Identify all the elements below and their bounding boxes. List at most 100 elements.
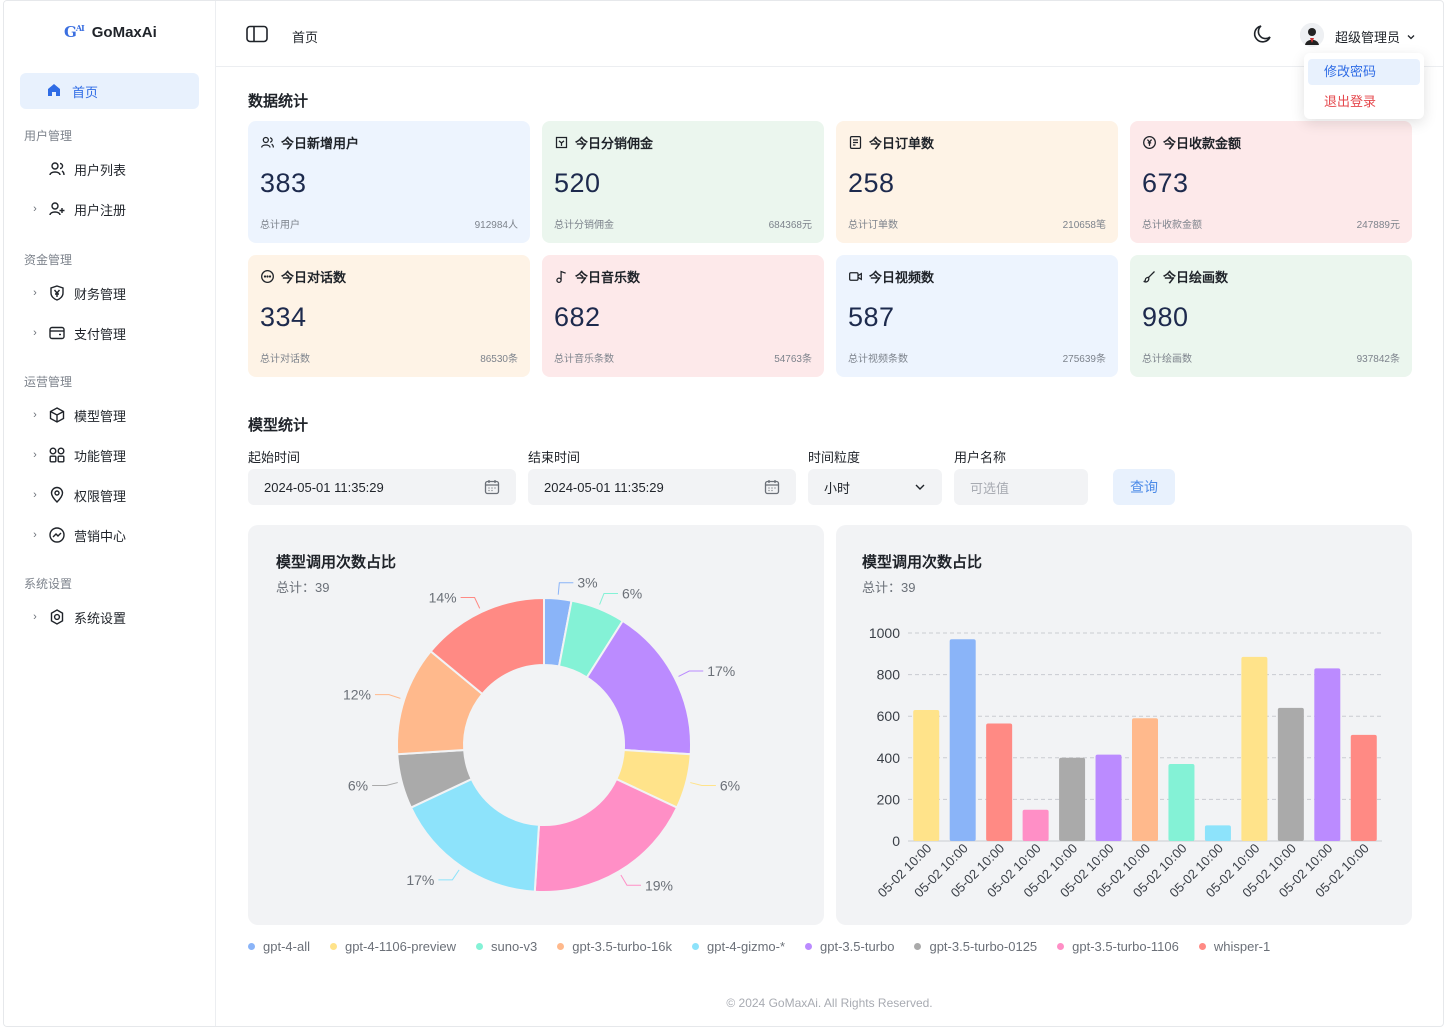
model-section-title: 模型统计 (248, 417, 309, 434)
end-time-input[interactable]: 2024-05-01 11:35:29 (528, 469, 796, 505)
user-dropdown-menu: 修改密码 退出登录 (1304, 53, 1424, 119)
stat-card-label: 今日新增用户 (281, 136, 360, 151)
legend-label: gpt-3.5-turbo-1106 (1072, 939, 1179, 954)
stat-card-title: 今日视频数 (848, 267, 1106, 286)
order-icon (848, 135, 863, 150)
username-input[interactable]: 可选值 (954, 469, 1088, 505)
stat-card-footer: 总计用户 912984人 (260, 216, 518, 231)
sidebar-item-home[interactable]: 首页 (20, 73, 199, 109)
sidebar-toggle-icon[interactable] (246, 25, 268, 48)
logout-item[interactable]: 退出登录 (1324, 94, 1377, 109)
sidebar-item-user-register[interactable]: › 用户注册 (30, 197, 126, 221)
stat-card-value: 383 (260, 168, 307, 198)
gear-icon (48, 608, 66, 626)
y-tick-label: 1000 (869, 625, 900, 641)
stat-card-title: 今日分销佣金 (554, 133, 812, 152)
stat-card-value: 682 (554, 302, 601, 332)
stat-card-total-value: 54763条 (774, 354, 812, 365)
legend-item[interactable]: gpt-3.5-turbo-1106 (1057, 939, 1179, 954)
app-window: GAI GoMaxAi 首页 用户管理 用户列表 › 用户注册 资金管理 › 财… (3, 0, 1444, 1027)
stat-card-footer: 总计订单数 210658笔 (848, 216, 1106, 231)
bar[interactable] (1168, 764, 1195, 841)
pie-slice-label: 6% (720, 778, 740, 794)
sidebar-item-label: 功能管理 (74, 448, 127, 464)
bar[interactable] (1350, 734, 1377, 841)
stat-card: 今日订单数 258 总计订单数 210658笔 (836, 121, 1118, 243)
sidebar-item-permissions[interactable]: › 权限管理 (30, 483, 126, 507)
bar[interactable] (986, 723, 1013, 841)
pie-slice-label: 17% (707, 663, 735, 679)
pie-slice[interactable] (429, 596, 545, 696)
chevron-right-icon: › (33, 287, 37, 299)
bar[interactable] (1095, 754, 1122, 841)
sidebar-item-payment[interactable]: › 支付管理 (30, 321, 126, 345)
stat-card-label: 今日对话数 (281, 270, 347, 285)
stat-card-label: 今日收款金额 (1163, 136, 1242, 151)
granularity-label: 时间粒度 (808, 450, 861, 465)
stat-card: 今日收款金额 673 总计收款金额 247889元 (1130, 121, 1412, 243)
bar[interactable] (949, 639, 976, 841)
yen-shield-icon (48, 284, 66, 302)
query-button[interactable]: 查询 (1113, 469, 1175, 505)
sidebar-item-label: 支付管理 (74, 326, 127, 342)
stat-card-label: 今日音乐数 (575, 270, 641, 285)
sidebar-item-models[interactable]: › 模型管理 (30, 403, 126, 427)
change-password-item[interactable]: 修改密码 (1308, 59, 1420, 85)
bar[interactable] (1241, 656, 1268, 841)
legend-dot (805, 943, 813, 950)
pie-slice[interactable] (533, 777, 679, 893)
bar[interactable] (1022, 809, 1049, 841)
breadcrumb[interactable]: 首页 (292, 30, 319, 45)
bar[interactable] (913, 709, 940, 841)
grid-icon (48, 446, 66, 464)
music-icon (554, 269, 569, 284)
granularity-select[interactable]: 小时 (808, 469, 942, 505)
sidebar-item-label: 营销中心 (74, 528, 127, 544)
bar[interactable] (1277, 707, 1304, 841)
pie-label-line (438, 869, 460, 881)
logo[interactable]: GAI GoMaxAi (64, 23, 157, 41)
start-time-input[interactable]: 2024-05-01 11:35:29 (248, 469, 516, 505)
wallet-icon (48, 324, 66, 342)
y-tick-label: 200 (877, 791, 901, 807)
sidebar-item-features[interactable]: › 功能管理 (30, 443, 126, 467)
nav-group-title: 用户管理 (24, 129, 73, 143)
pie-slice-label: 3% (577, 575, 597, 591)
bar[interactable] (1204, 825, 1231, 841)
avatar[interactable] (1300, 23, 1324, 47)
pie-label-line (374, 694, 401, 699)
bar[interactable] (1314, 668, 1341, 841)
legend-item[interactable]: gpt-3.5-turbo-0125 (914, 939, 1037, 954)
legend-item[interactable]: gpt-3.5-turbo-16k (557, 939, 672, 954)
pie-label-line (460, 597, 481, 609)
legend-label: gpt-3.5-turbo-16k (572, 939, 672, 954)
stat-card-label: 今日分销佣金 (575, 136, 654, 151)
sidebar-item-user-list[interactable]: 用户列表 (48, 157, 126, 181)
sidebar-item-label: 财务管理 (74, 286, 127, 302)
legend-item[interactable]: whisper-1 (1198, 939, 1270, 954)
user-menu[interactable]: 超级管理员 (1335, 27, 1416, 46)
yen-icon (1142, 135, 1157, 150)
bar[interactable] (1059, 757, 1086, 841)
legend-dot (1198, 943, 1206, 950)
bar[interactable] (1132, 718, 1158, 841)
legend-label: gpt-4-gizmo-* (707, 939, 786, 954)
stat-card-title: 今日绘画数 (1142, 267, 1400, 286)
legend-item[interactable]: gpt-4-all (248, 939, 310, 954)
sidebar-item-finance[interactable]: › 财务管理 (30, 281, 126, 305)
legend-item[interactable]: suno-v3 (476, 939, 537, 954)
legend-dot (692, 943, 699, 950)
legend-item[interactable]: gpt-3.5-turbo (805, 939, 894, 954)
granularity-value: 小时 (824, 480, 851, 496)
stat-card-total-value: 247889元 (1356, 220, 1400, 231)
stat-card-footer: 总计视频条数 275639条 (848, 350, 1106, 365)
stat-card-total-value: 210658笔 (1062, 220, 1106, 231)
legend-item[interactable]: gpt-4-1106-preview (329, 939, 456, 954)
sidebar-item-settings[interactable]: › 系统设置 (30, 605, 126, 629)
stat-card-total-value: 937842条 (1356, 354, 1400, 365)
legend-item[interactable]: gpt-4-gizmo-* (692, 939, 785, 954)
sidebar-item-marketing[interactable]: › 营销中心 (30, 523, 126, 547)
sidebar: GAI GoMaxAi 首页 用户管理 用户列表 › 用户注册 资金管理 › 财… (4, 1, 216, 1026)
moon-icon[interactable] (1252, 23, 1274, 50)
